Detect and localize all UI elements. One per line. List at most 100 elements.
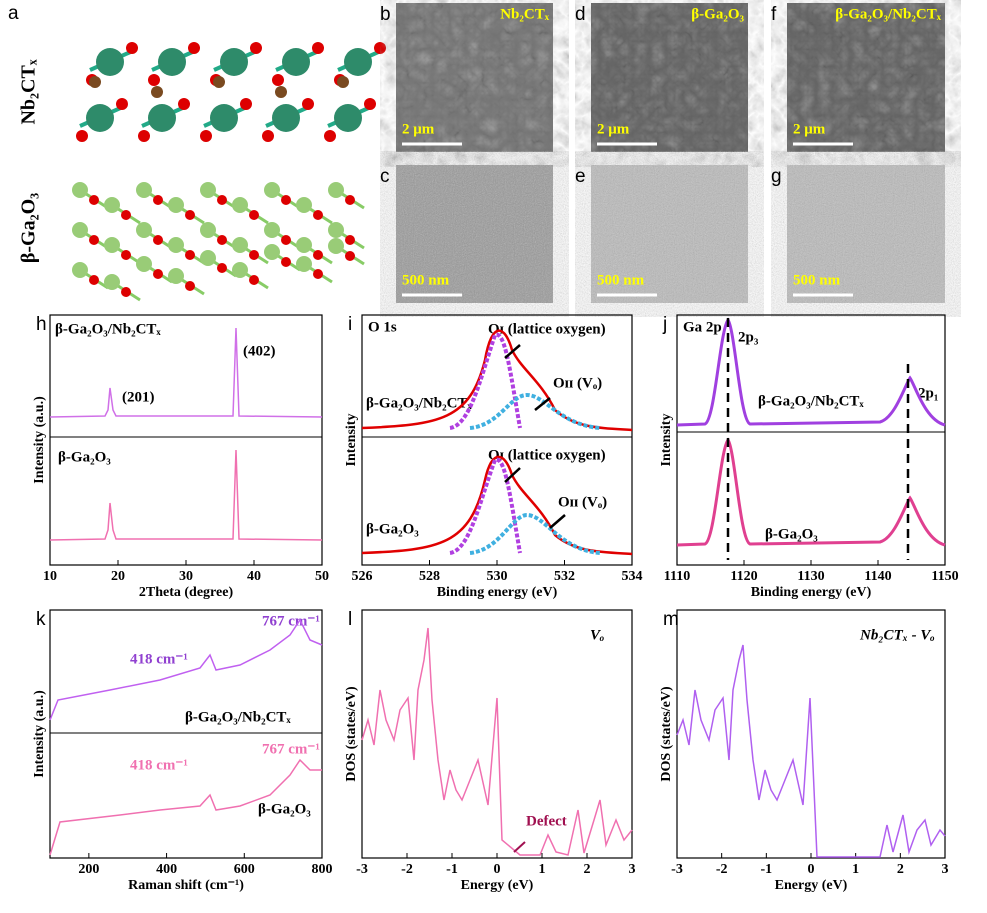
x-axis-label: Energy (eV): [775, 878, 848, 893]
x-tick-label: 0: [808, 862, 815, 877]
x-tick-label: 40: [247, 569, 261, 584]
x-tick-label: 1140: [864, 569, 891, 584]
atom: [328, 238, 344, 254]
atom: [188, 42, 200, 54]
panel-label: m: [663, 609, 679, 630]
atom: [136, 222, 152, 238]
atom: [281, 257, 291, 267]
annotation: O 1s: [368, 319, 397, 335]
atom: [220, 48, 248, 76]
y-axis-label: Intensity: [659, 414, 674, 467]
micrograph: [591, 3, 748, 152]
x-axis-label: Binding energy (eV): [437, 585, 558, 600]
atom: [264, 222, 280, 238]
x-axis-label: 2Theta (degree): [139, 585, 234, 600]
x-tick-label: 200: [78, 862, 99, 877]
x-tick-label: 50: [315, 569, 329, 584]
atom: [272, 104, 300, 132]
annotation: β-Ga₂O₃/Nb₂CTₓ: [758, 393, 864, 409]
atom: [116, 98, 128, 110]
atom: [272, 74, 284, 86]
atom: [262, 130, 274, 142]
annotation: β-Ga₂O₃: [366, 521, 419, 537]
x-tick-label: 400: [156, 862, 177, 877]
atom: [89, 195, 99, 205]
atom: [275, 86, 287, 98]
annotation: 767 cm⁻¹: [262, 741, 320, 757]
atom: [217, 263, 227, 273]
atom: [210, 104, 238, 132]
atom: [281, 235, 291, 245]
x-tick-label: 530: [487, 569, 508, 584]
micrograph: [396, 3, 553, 152]
atom: [153, 269, 163, 279]
x-tick-label: 10: [43, 569, 57, 584]
x-tick-label: -2: [401, 862, 413, 877]
scale-label: 500 nm: [597, 272, 645, 288]
micrographs: b Nb₂CTₓ 2 μm c 500 nm d β-Ga₂O₃ 2 μm e 500 nm f β-…: [380, 3, 945, 303]
atom: [168, 268, 184, 284]
atom: [72, 182, 88, 198]
atom: [104, 274, 120, 290]
atom: [148, 74, 160, 86]
atom: [313, 269, 323, 279]
x-tick-label: 2: [584, 862, 591, 877]
x-tick-label: 526: [352, 569, 373, 584]
panel-label: e: [575, 166, 586, 187]
atom: [328, 222, 344, 238]
atom: [121, 250, 131, 260]
x-tick-label: -1: [446, 862, 458, 877]
annotation: β-Ga₂O₃/Nb₂CTₓ: [55, 321, 161, 337]
annotation: Vₒ: [590, 627, 604, 643]
annotation: 418 cm⁻¹: [130, 757, 188, 773]
y-axis-label: DOS (states/eV): [344, 686, 359, 782]
x-tick-label: 1130: [797, 569, 824, 584]
atom: [249, 210, 259, 220]
atom: [178, 98, 190, 110]
atom: [121, 210, 131, 220]
atom: [232, 197, 248, 213]
curves: [49, 317, 946, 858]
atom: [200, 250, 216, 266]
atom: [153, 235, 163, 245]
x-tick-label: 528: [419, 569, 440, 584]
atom: [153, 195, 163, 205]
annotation: 767 cm⁻¹: [262, 613, 320, 629]
x-tick-label: 20: [111, 569, 125, 584]
x-tick-label: 532: [554, 569, 575, 584]
annotation: Oɪ (lattice oxygen): [488, 321, 606, 337]
annotation: 418 cm⁻¹: [130, 651, 188, 667]
atom: [148, 104, 176, 132]
atom: [185, 281, 195, 291]
micrograph-title: Nb₂CTₓ: [500, 6, 550, 22]
micrograph-title: β-Ga₂O₃/Nb₂CTₓ: [835, 6, 941, 22]
panel-label: l: [348, 609, 352, 630]
micrograph: [787, 165, 945, 303]
atom: [200, 130, 212, 142]
x-axis-label: Energy (eV): [461, 878, 534, 893]
annotation: Nb₂CTₓ - Vₒ: [859, 627, 935, 643]
annotation: β-Ga₂O₃: [58, 449, 111, 465]
annotation: (402): [243, 343, 276, 359]
y-axis-label: Intensity (a.u.): [32, 690, 47, 778]
x-tick-label: 30: [179, 569, 193, 584]
y-axis-label: Intensity (a.u.): [32, 396, 47, 484]
atom: [217, 195, 227, 205]
scale-label: 2 μm: [793, 121, 826, 137]
x-tick-label: 1110: [664, 569, 690, 584]
panel-label: h: [36, 314, 47, 335]
x-tick-label: -1: [760, 862, 772, 877]
scale-label: 2 μm: [402, 121, 435, 137]
atom: [185, 210, 195, 220]
panel-label: k: [36, 609, 46, 630]
atom: [296, 256, 312, 272]
atom: [374, 42, 386, 54]
x-tick-label: -3: [671, 862, 683, 877]
atom: [328, 182, 344, 198]
x-tick-label: 3: [629, 862, 636, 877]
atom: [345, 195, 355, 205]
annotation: β-Ga₂O₃/Nb₂CTₓ: [185, 709, 291, 725]
atom: [240, 98, 252, 110]
scale-label: 500 nm: [793, 272, 841, 288]
